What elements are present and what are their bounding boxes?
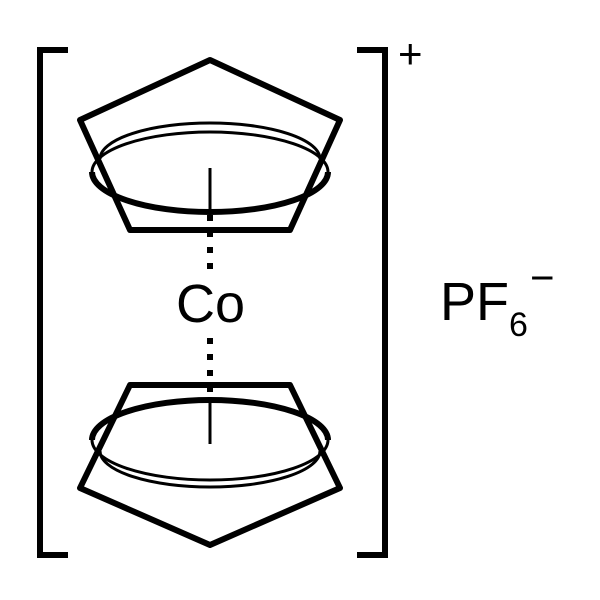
- metal-center-label: Co: [176, 274, 245, 334]
- cyclopentadienyl-top: [80, 60, 340, 230]
- cyclopentadienyl-bottom: [80, 385, 340, 545]
- svg-text:PF6−: PF6−: [440, 254, 554, 344]
- hexafluorophosphate-anion: PF6−: [440, 254, 554, 344]
- cation-charge: +: [398, 30, 423, 77]
